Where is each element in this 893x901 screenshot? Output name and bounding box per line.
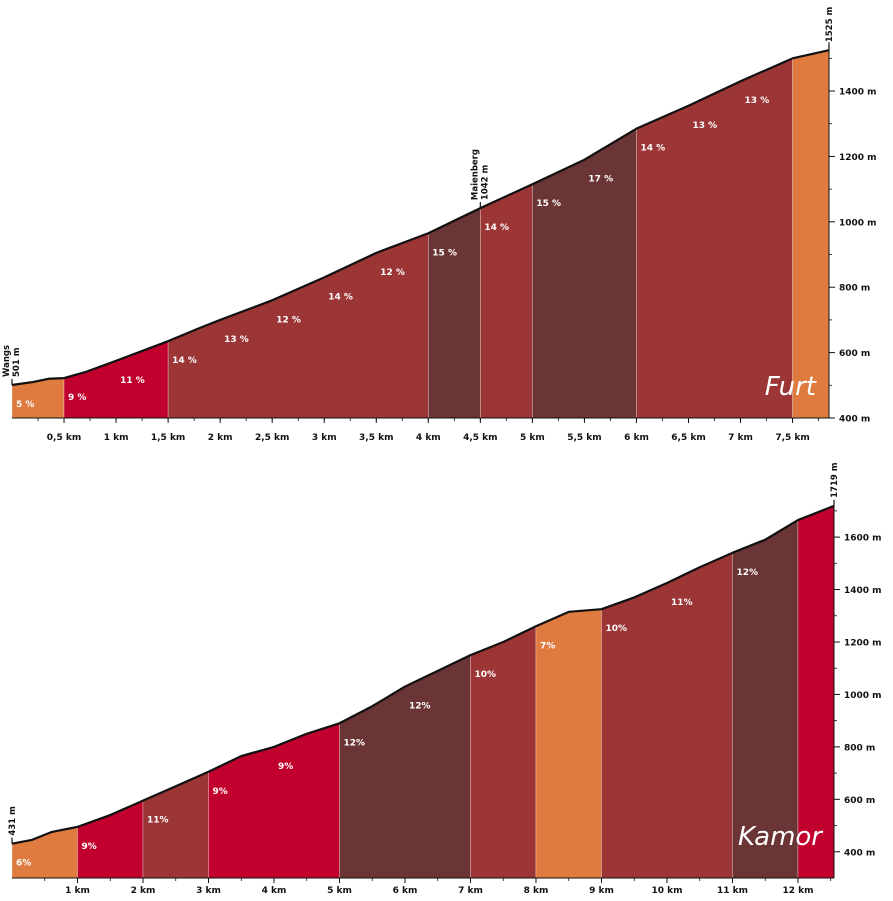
gradient-label: 13 % bbox=[745, 96, 770, 106]
elevation-line bbox=[11, 49, 830, 387]
x-tick-label: 6 km bbox=[393, 886, 418, 896]
x-tick-label: 9 km bbox=[589, 886, 614, 896]
x-tick-label: 0,5 km bbox=[47, 433, 81, 443]
gradient-segment bbox=[636, 57, 793, 419]
gradient-label: 11% bbox=[671, 598, 693, 608]
chart-title: Furt bbox=[765, 372, 817, 402]
x-tick-label: 3 km bbox=[196, 886, 221, 896]
gradient-segment bbox=[792, 49, 830, 419]
y-tick-label: 1600 m bbox=[844, 534, 882, 544]
gradient-segment bbox=[470, 625, 537, 879]
elevation-line bbox=[11, 504, 835, 845]
x-tick-label: 2 km bbox=[131, 886, 156, 896]
x-tick-label: 5 km bbox=[520, 433, 545, 443]
gradient-label: 14 % bbox=[640, 144, 665, 154]
y-tick-label: 800 m bbox=[839, 284, 870, 294]
gradient-label: 9% bbox=[278, 762, 293, 772]
profile-chart-1: 6% 9% 11% 9% 9% 12% 12% 10% 7% 10% 11% 12% 1 km 2 km 3… bbox=[8, 462, 882, 896]
x-tick-label: 4 km bbox=[416, 433, 441, 443]
y-tick-label: 800 m bbox=[844, 743, 875, 753]
gradient-label: 12% bbox=[736, 568, 758, 578]
gradient-label: 9% bbox=[81, 842, 96, 852]
x-tick-label: 6,5 km bbox=[671, 433, 705, 443]
y-tick-label: 600 m bbox=[844, 796, 875, 806]
x-tick-label: 7,5 km bbox=[775, 433, 809, 443]
gradient-label: 17 % bbox=[588, 175, 613, 185]
chart-title: Kamor bbox=[738, 822, 824, 852]
x-tick-label: 5 km bbox=[327, 886, 352, 896]
marker-elevation: 1525 m bbox=[825, 7, 835, 43]
marker-name: Maienberg bbox=[470, 149, 480, 200]
x-tick-label: 6 km bbox=[624, 433, 649, 443]
marker-elevation: 1719 m bbox=[830, 462, 840, 498]
gradient-label: 15 % bbox=[536, 199, 561, 209]
x-tick-label: 7 km bbox=[728, 433, 753, 443]
x-tick-label: 2 km bbox=[208, 433, 233, 443]
x-tick-label: 4 km bbox=[262, 886, 287, 896]
y-tick-label: 1000 m bbox=[839, 218, 877, 228]
gradient-label: 12 % bbox=[276, 315, 301, 325]
marker-elevation: 1042 m bbox=[480, 164, 490, 200]
gradient-label: 11 % bbox=[120, 376, 145, 386]
gradient-label: 6% bbox=[16, 859, 31, 869]
profile-chart-0: 5 % 9 % 11 % 14 % 13 % 12 % 14 % 12 % 15 % 14 % 15… bbox=[2, 7, 877, 443]
gradient-label: 12 % bbox=[380, 268, 405, 278]
gradient-label: 14 % bbox=[328, 292, 353, 302]
gradient-segment bbox=[428, 207, 481, 419]
x-tick-label: 3,5 km bbox=[359, 433, 393, 443]
gradient-segment bbox=[77, 800, 144, 879]
x-tick-label: 12 km bbox=[782, 886, 813, 896]
gradient-label: 11% bbox=[147, 816, 169, 826]
x-tick-label: 3 km bbox=[312, 433, 337, 443]
gradient-label: 9 % bbox=[68, 393, 86, 403]
x-tick-label: 8 km bbox=[524, 886, 549, 896]
x-tick-label: 1 km bbox=[104, 433, 129, 443]
marker-elevation: 431 m bbox=[8, 806, 18, 836]
x-tick-label: 7 km bbox=[458, 886, 483, 896]
gradient-label: 14 % bbox=[484, 223, 509, 233]
gradient-segment bbox=[339, 654, 471, 879]
gradient-label: 13 % bbox=[692, 121, 717, 131]
gradient-label: 12% bbox=[343, 738, 365, 748]
x-tick-label: 10 km bbox=[651, 886, 682, 896]
x-tick-label: 5,5 km bbox=[567, 433, 601, 443]
gradient-label: 5 % bbox=[16, 400, 34, 410]
y-tick-label: 1400 m bbox=[839, 88, 877, 98]
gradient-label: 10% bbox=[605, 624, 627, 634]
x-tick-label: 11 km bbox=[717, 886, 748, 896]
marker-elevation: 501 m bbox=[12, 347, 22, 377]
y-tick-label: 1200 m bbox=[844, 638, 882, 648]
x-tick-label: 1 km bbox=[65, 886, 90, 896]
gradient-label: 9% bbox=[212, 787, 227, 797]
gradient-segment bbox=[480, 183, 533, 419]
y-tick-label: 400 m bbox=[839, 415, 870, 425]
gradient-label: 7% bbox=[540, 641, 555, 651]
y-tick-label: 1400 m bbox=[844, 586, 882, 596]
gradient-segment bbox=[532, 128, 637, 419]
x-tick-label: 2,5 km bbox=[255, 433, 289, 443]
gradient-label: 13 % bbox=[224, 335, 249, 345]
x-tick-label: 4,5 km bbox=[463, 433, 497, 443]
gradient-label: 12% bbox=[409, 702, 431, 712]
y-tick-label: 600 m bbox=[839, 349, 870, 359]
gradient-label: 10% bbox=[474, 670, 496, 680]
y-tick-label: 400 m bbox=[844, 848, 875, 858]
gradient-label: 14 % bbox=[172, 356, 197, 366]
x-tick-label: 1,5 km bbox=[151, 433, 185, 443]
gradient-label: 15 % bbox=[432, 248, 457, 258]
marker-name: Wangs bbox=[2, 345, 12, 377]
y-tick-label: 1000 m bbox=[844, 691, 882, 701]
gradient-segment bbox=[63, 340, 169, 419]
y-tick-label: 1200 m bbox=[839, 153, 877, 163]
